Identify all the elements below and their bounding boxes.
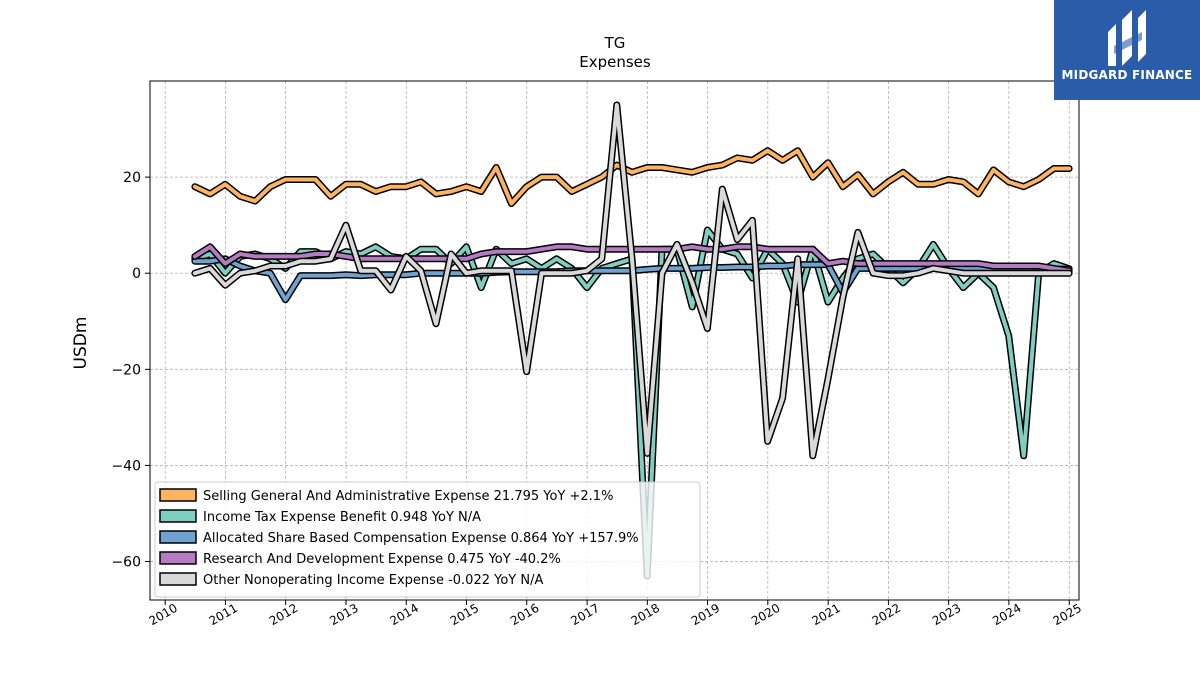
x-tick-label: 2018 [629,601,662,628]
y-tick-label: 0 [132,266,141,282]
legend-label: Research And Development Expense 0.475 Y… [203,552,561,567]
y-tick-label: −20 [111,362,141,378]
series-line [191,147,1073,207]
series-line-stroke [192,103,1072,458]
brand-logo: MIDGARD FINANCE [1054,0,1200,100]
legend-swatch [159,572,197,586]
series-line-stroke [192,148,1072,206]
legend: Selling General And Administrative Expen… [154,481,701,598]
y-tick-label: −40 [111,458,141,474]
x-tick-label: 2013 [327,601,360,628]
x-tick-label: 2017 [568,601,601,628]
legend-label: Income Tax Expense Benefit 0.948 YoY N/A [203,510,481,525]
y-tick-label: −60 [111,555,141,571]
legend-swatch [159,488,197,502]
legend-label: Other Nonoperating Income Expense -0.022… [203,573,543,588]
x-tick-label: 2015 [448,601,481,628]
x-tick-label: 2016 [508,601,541,628]
plot-frame [149,80,1080,601]
logo-mark-icon [1108,10,1146,66]
brand-name: MIDGARD FINANCE [1061,68,1193,82]
legend-swatch [159,509,197,523]
series-layer [191,101,1073,580]
legend-label: Selling General And Administrative Expen… [203,489,613,504]
y-axis-label: USDm [71,317,91,370]
chart-title: TG [604,34,626,52]
legend-label: Allocated Share Based Compensation Expen… [203,531,639,546]
x-tick-label: 2020 [749,601,782,628]
x-tick-label: 2012 [267,601,300,628]
x-tick-label: 2024 [990,601,1023,628]
series-line [191,101,1073,460]
chart-subtitle: Expenses [579,53,651,71]
legend-box [154,481,701,598]
legend-swatch [159,530,197,544]
x-tick-label: 2014 [388,601,421,628]
legend-swatch [159,551,197,565]
x-tick-label: 2022 [870,601,903,628]
x-tick-label: 2019 [689,601,722,628]
x-tick-label: 2010 [146,601,179,628]
x-tick-label: 2023 [930,601,963,628]
y-tick-label: 20 [123,170,141,186]
x-tick-label: 2021 [809,601,842,628]
x-tick-label: 2011 [207,601,240,628]
x-tick-label: 2025 [1051,601,1084,628]
